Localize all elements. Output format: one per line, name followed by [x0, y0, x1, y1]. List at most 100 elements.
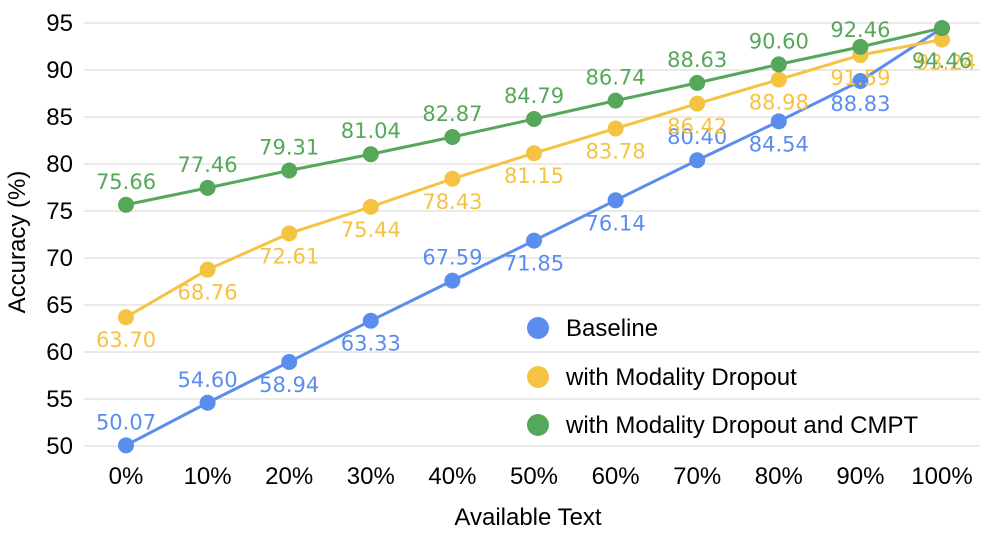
data-point-modality-dropout-cmpt [362, 146, 379, 163]
data-point-modality-dropout [281, 225, 298, 242]
data-point-modality-dropout [770, 71, 787, 88]
data-point-modality-dropout-cmpt [852, 38, 869, 55]
data-point-baseline [281, 353, 298, 370]
data-label-modality-dropout-cmpt: 79.31 [259, 135, 319, 159]
data-point-modality-dropout-cmpt [607, 92, 624, 109]
data-point-modality-dropout [118, 309, 134, 326]
x-tick-label: 10% [184, 463, 232, 490]
data-label-modality-dropout: 91.59 [830, 66, 890, 90]
y-tick-label: 50 [46, 433, 73, 460]
data-label-modality-dropout: 72.61 [259, 244, 319, 268]
data-label-baseline: 67.59 [422, 246, 482, 270]
series-baseline [118, 20, 950, 454]
data-label-baseline: 58.94 [259, 373, 319, 397]
gridlines [84, 22, 980, 447]
data-point-baseline [852, 72, 869, 89]
data-label-modality-dropout: 88.98 [749, 91, 809, 115]
data-label-baseline: 88.83 [830, 92, 890, 116]
data-labels: 50.07 54.60 58.94 63.33 67.59 71.85 76.14 80.40… [96, 0, 976, 434]
data-point-modality-dropout-cmpt [199, 179, 216, 196]
data-label-modality-dropout-cmpt: 90.60 [749, 29, 809, 53]
data-label-baseline: 50.07 [96, 410, 156, 434]
data-label-modality-dropout: 78.43 [422, 190, 482, 214]
data-point-modality-dropout-cmpt [689, 74, 706, 91]
x-tick-label: 40% [428, 463, 476, 490]
y-tick-label: 85 [46, 104, 73, 131]
x-axis-title: Available Text [454, 504, 602, 531]
data-label-modality-dropout-cmpt: 92.46 [830, 18, 890, 42]
data-label-modality-dropout: 81.15 [504, 164, 564, 188]
data-point-baseline [770, 113, 787, 130]
x-tick-label: 60% [592, 463, 640, 490]
data-label-modality-dropout: 68.76 [178, 281, 238, 305]
data-label-modality-dropout-cmpt: 77.46 [178, 153, 238, 177]
legend-label-modality-dropout-cmpt: with Modality Dropout and CMPT [565, 412, 918, 439]
data-label-baseline: 80.40 [667, 125, 727, 149]
x-tick-label: 50% [510, 463, 558, 490]
data-point-modality-dropout [934, 31, 950, 48]
data-point-modality-dropout-cmpt [444, 129, 461, 146]
y-tick-label: 60 [46, 339, 73, 366]
data-point-modality-dropout [607, 120, 624, 137]
data-label-modality-dropout-cmpt: 75.66 [96, 170, 156, 194]
x-tick-label: 100% [911, 463, 972, 490]
data-point-modality-dropout [689, 95, 706, 112]
data-label-modality-dropout: 93.24 [916, 51, 976, 75]
legend-marker-modality-dropout [527, 366, 549, 388]
y-tick-label: 90 [46, 57, 73, 84]
x-tick-label: 0% [109, 463, 144, 490]
series-group [118, 20, 950, 454]
x-tick-label: 90% [836, 463, 884, 490]
data-label-modality-dropout-cmpt: 84.79 [504, 84, 564, 108]
data-label-modality-dropout-cmpt: 94.46 [912, 49, 972, 73]
data-point-modality-dropout-cmpt [934, 20, 950, 37]
data-point-modality-dropout [199, 261, 216, 278]
series-modality-dropout-cmpt [118, 20, 950, 213]
x-tick-label: 20% [265, 463, 313, 490]
data-label-modality-dropout-cmpt: 82.87 [422, 102, 482, 126]
legend-marker-modality-dropout-cmpt [527, 414, 549, 436]
data-label-baseline: 71.85 [504, 252, 564, 276]
data-point-baseline [689, 152, 706, 169]
data-label-modality-dropout: 83.78 [586, 139, 646, 163]
data-label-baseline: 54.60 [178, 368, 238, 392]
data-label-modality-dropout: 86.42 [667, 115, 727, 139]
x-axis-ticks: 0% 10% 20% 30% 40% 50% 60% 70% 80% 90% 100% [109, 463, 973, 490]
legend-marker-baseline [527, 317, 549, 339]
data-point-modality-dropout-cmpt [118, 196, 134, 213]
data-label-baseline: 76.14 [586, 211, 646, 235]
data-point-baseline [444, 272, 461, 289]
series-modality-dropout [118, 31, 950, 326]
data-label-modality-dropout-cmpt: 86.74 [586, 66, 646, 90]
y-tick-label: 75 [46, 198, 73, 225]
data-label-baseline: 84.54 [749, 132, 809, 156]
data-point-modality-dropout [526, 145, 542, 162]
data-label-baseline: 63.33 [341, 332, 401, 356]
y-tick-label: 55 [46, 386, 73, 413]
data-point-baseline [199, 394, 216, 411]
data-point-modality-dropout [362, 198, 379, 215]
y-axis-ticks: 50 55 60 65 70 75 80 85 90 95 [46, 10, 73, 460]
data-point-modality-dropout-cmpt [770, 56, 787, 73]
x-tick-label: 30% [347, 463, 395, 490]
data-point-baseline [362, 312, 379, 329]
data-label-modality-dropout: 75.44 [341, 218, 401, 242]
data-point-baseline [607, 192, 624, 209]
data-point-baseline [118, 437, 134, 454]
legend-label-baseline: Baseline [566, 315, 658, 342]
y-axis-title: Accuracy (%) [4, 171, 31, 314]
data-point-baseline [526, 232, 542, 249]
y-tick-label: 95 [46, 10, 73, 37]
data-label-modality-dropout-cmpt: 88.63 [667, 48, 727, 72]
data-point-modality-dropout-cmpt [526, 110, 542, 127]
data-point-modality-dropout [444, 170, 461, 187]
legend-label-modality-dropout: with Modality Dropout [565, 364, 797, 391]
data-point-modality-dropout-cmpt [281, 162, 298, 179]
legend: Baseline with Modality Dropout with Moda… [527, 315, 918, 439]
data-label-baseline: 94.46 [916, 0, 976, 3]
x-tick-label: 80% [755, 463, 803, 490]
y-tick-label: 80 [46, 151, 73, 178]
y-tick-label: 65 [46, 292, 73, 319]
data-label-modality-dropout-cmpt: 81.04 [341, 119, 401, 143]
